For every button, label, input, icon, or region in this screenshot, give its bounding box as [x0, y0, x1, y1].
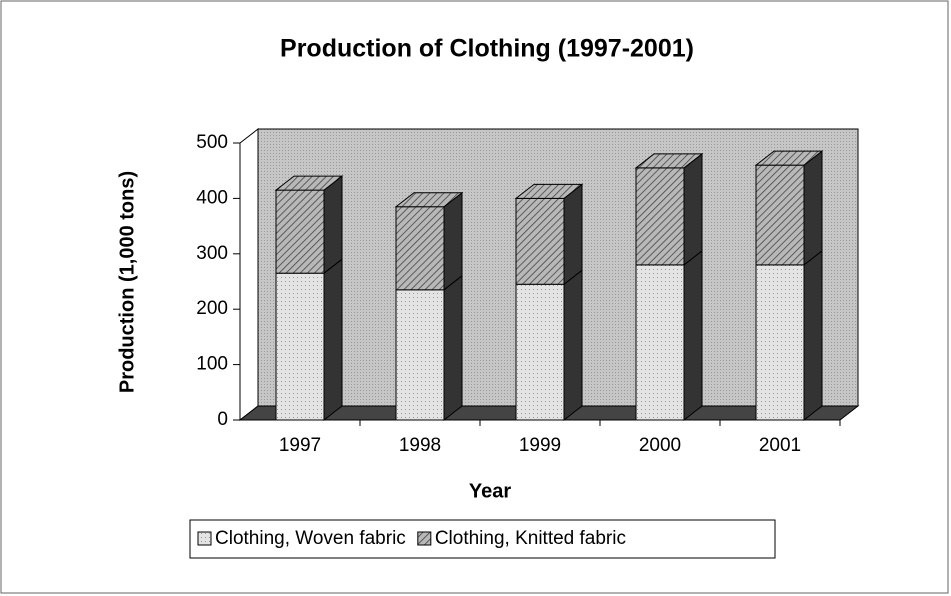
- legend-label: Clothing, Knitted fabric: [435, 528, 626, 549]
- x-axis-label: Year: [469, 480, 511, 502]
- bar: [635, 249, 703, 422]
- x-tick-label: 1998: [399, 435, 441, 456]
- bar: [514, 183, 584, 286]
- bar: [634, 152, 704, 266]
- x-tick-label: 2000: [639, 435, 681, 456]
- x-tick-label: 1999: [519, 435, 561, 456]
- y-tick-label: 400: [196, 187, 228, 208]
- y-tick-label: 100: [196, 354, 228, 375]
- y-axis-label: Production (1,000 tons): [116, 171, 138, 393]
- bar: [274, 175, 344, 275]
- legend-swatch: [417, 531, 432, 546]
- chart-title: Production of Clothing (1997-2001): [280, 35, 694, 63]
- bar: [754, 150, 824, 266]
- bar: [755, 249, 823, 422]
- side-wall: [239, 127, 259, 422]
- x-tick-label: 2001: [759, 435, 801, 456]
- bar: [395, 274, 463, 422]
- legend-label: Clothing, Woven fabric: [215, 528, 406, 549]
- x-tick-label: 1997: [279, 435, 321, 456]
- y-tick-label: 200: [196, 298, 228, 319]
- y-tick-label: 300: [196, 243, 228, 264]
- legend-swatch: [197, 531, 212, 546]
- y-tick-label: 500: [196, 132, 228, 153]
- legend: [189, 519, 776, 559]
- y-tick-label: 0: [217, 409, 228, 430]
- bar: [515, 269, 583, 422]
- bar: [275, 258, 343, 422]
- bar: [394, 191, 464, 291]
